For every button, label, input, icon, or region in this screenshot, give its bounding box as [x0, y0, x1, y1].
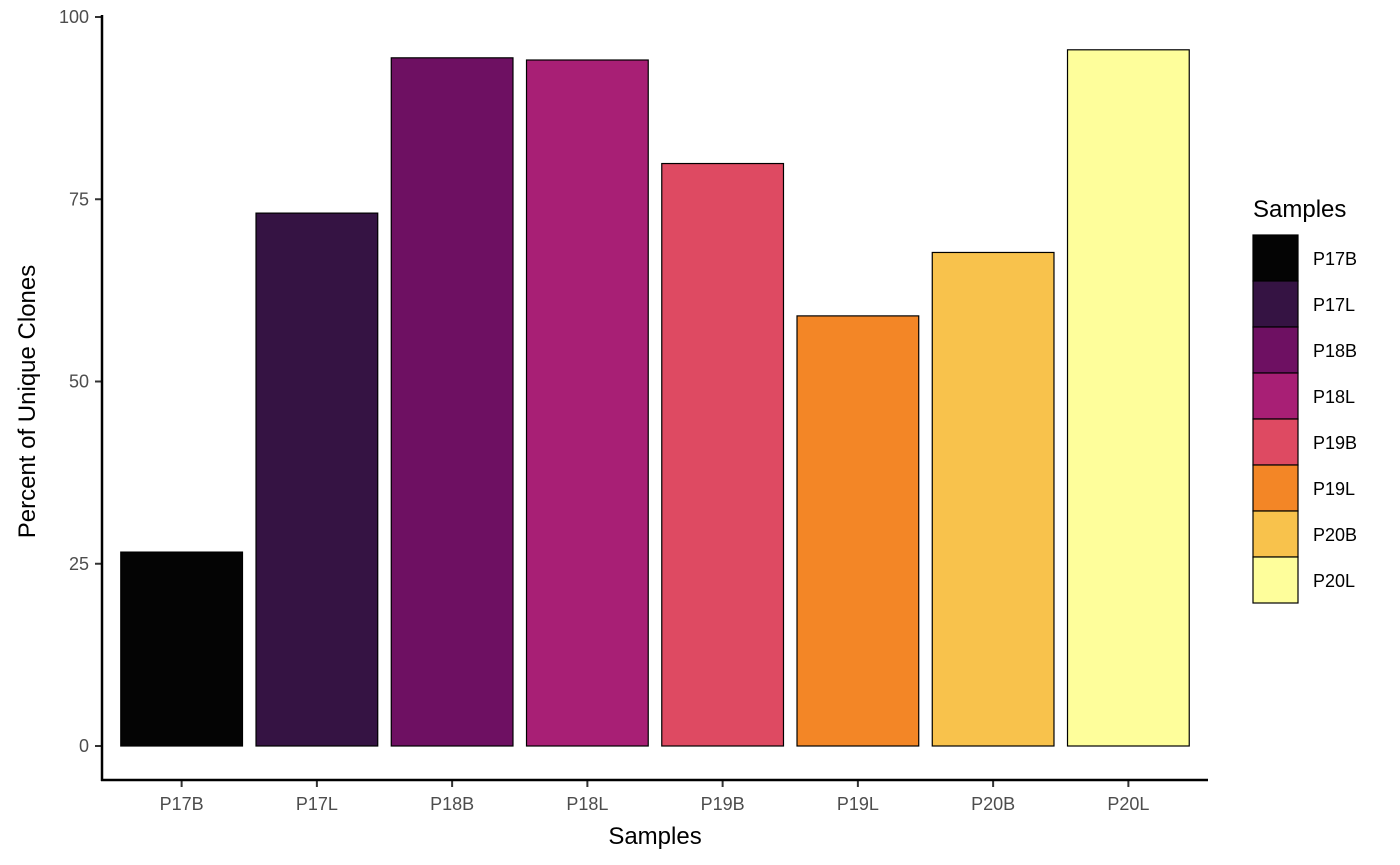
bar-p18b — [390, 57, 514, 747]
x-tick-label: P17L — [296, 794, 338, 814]
legend-title: Samples — [1253, 196, 1346, 223]
legend-label: P18B — [1313, 341, 1357, 361]
bar-p18l — [525, 59, 649, 747]
x-tick-label: P19L — [837, 794, 879, 814]
legend-key-p19l — [1252, 464, 1299, 512]
y-tick-label: 50 — [69, 372, 89, 392]
legend-label: P19L — [1313, 479, 1355, 499]
y-tick-label: 100 — [59, 7, 89, 27]
legend-items: P17B P17L P18B P18L P19B P19L P20B P20L — [1252, 234, 1357, 604]
legend-label: P18L — [1313, 387, 1355, 407]
legend-key-p18b — [1252, 326, 1299, 374]
x-axis-title: Samples — [608, 823, 701, 850]
legend-label: P20B — [1313, 525, 1357, 545]
bar-p17l — [255, 212, 379, 747]
y-axis-ticks: 0 25 50 75 100 — [59, 7, 102, 756]
bar-p17b — [120, 551, 244, 747]
x-tick-label: P18L — [566, 794, 608, 814]
legend-key-p19b — [1252, 418, 1299, 466]
bar-p19l — [796, 315, 920, 747]
y-tick-label: 25 — [69, 554, 89, 574]
legend-label: P19B — [1313, 433, 1357, 453]
x-tick-label: P17B — [160, 794, 204, 814]
bar-p20l — [1066, 49, 1190, 747]
x-tick-label: P20B — [971, 794, 1015, 814]
x-tick-label: P18B — [430, 794, 474, 814]
legend-label: P20L — [1313, 571, 1355, 591]
x-tick-label: P20L — [1107, 794, 1149, 814]
legend-key-p20l — [1252, 556, 1299, 604]
y-tick-label: 75 — [69, 189, 89, 209]
bar-p20b — [931, 251, 1055, 747]
bar-p19b — [661, 162, 785, 747]
legend-label: P17L — [1313, 295, 1355, 315]
legend-key-p20b — [1252, 510, 1299, 558]
y-tick-label: 0 — [79, 736, 89, 756]
y-axis-title: Percent of Unique Clones — [14, 265, 41, 539]
legend-label: P17B — [1313, 249, 1357, 269]
legend: Samples P17B P17L P18B P18L P19B P19L P20B P20L — [1252, 196, 1357, 604]
legend-key-p18l — [1252, 372, 1299, 420]
x-axis-ticks: P17B P17L P18B P18L P19B P19L P20B P20L — [160, 780, 1149, 814]
x-tick-label: P19B — [701, 794, 745, 814]
legend-key-p17l — [1252, 280, 1299, 328]
bars — [120, 49, 1190, 747]
legend-key-p17b — [1252, 234, 1299, 282]
